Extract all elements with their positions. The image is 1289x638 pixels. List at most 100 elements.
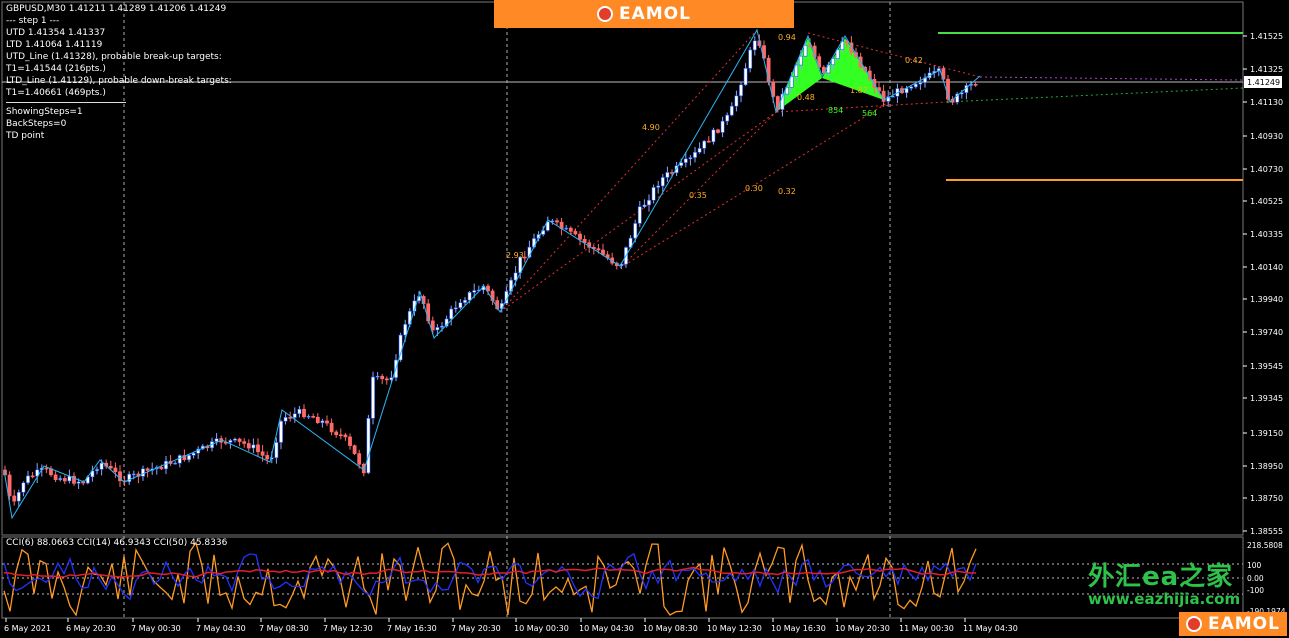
candle-body [637,206,642,224]
candle-body [26,475,30,484]
time-tick-label: 7 May 20:30 [451,624,501,633]
candle-body [403,324,408,336]
step-line: --- step 1 --- [6,16,60,26]
candle-body [311,416,316,418]
candle-body [582,239,587,243]
time-tick-label: 10 May 08:30 [643,624,698,633]
symbol-line: GBPUSD,M30 1.41211 1.41289 1.41206 1.412… [6,4,227,14]
candle-body [973,84,978,86]
candle-body [141,468,145,477]
candle-body [890,95,895,98]
cci-tick-label: 218.5808 [1247,541,1283,550]
candle-body [706,140,711,143]
candle-body [302,408,306,418]
fib-label: 0.42 [905,56,923,65]
candle-body [467,292,472,301]
cci-tick-label: -190.1974 [1247,607,1286,616]
candle-body [260,451,265,456]
watermark-url: www.eazhijia.com [1088,590,1241,608]
candle-body [716,129,720,133]
brand-banner-bottom[interactable]: EAMOL [1179,612,1287,636]
fib-label: 2.93 [506,251,524,260]
candle-body [72,475,76,484]
candle-body [334,431,339,436]
candle-body [725,114,730,122]
candle-body [660,177,665,187]
candle-body [187,455,191,461]
candle-body [297,408,302,415]
candle-body [7,474,12,497]
ltd-line: LTD 1.41064 1.41119 [6,40,103,50]
candle-body [21,482,26,493]
time-tick-label: 11 May 00:30 [899,624,954,633]
candle-body [256,444,260,453]
candle-body [743,68,748,86]
candle-body [306,416,311,418]
candle-body [463,299,467,303]
candle-body [274,442,279,458]
fib-label: 1.87 [850,86,868,95]
divider [6,102,126,103]
candle-body [720,120,725,133]
time-tick-label: 6 May 20:30 [66,624,116,633]
current-price-box [1244,76,1282,88]
candle-body [108,465,113,469]
candle-body [292,413,297,418]
candle-body [44,467,49,470]
candle-body [555,220,559,223]
brand-banner-top[interactable]: EAMOL [494,0,794,28]
price-tick-label: 1.39940 [1250,295,1283,304]
cci-tick-label: 0.00 [1247,574,1264,583]
candle-body [12,495,17,502]
price-tick-label: 1.39345 [1250,394,1283,403]
candle-body [440,325,444,328]
candle-body [647,199,651,206]
candle-body [164,460,168,470]
candle-body [329,422,334,433]
candle-body [729,105,734,116]
price-tick-label: 1.41130 [1250,98,1283,107]
candle-body [214,438,219,442]
candle-body [279,420,283,443]
fib-label: 0.94 [778,33,796,42]
utd-t1: T1=1.41544 (216pts.) [6,64,106,74]
candle-body [348,436,352,446]
candle-body [76,481,81,484]
candle-body [435,327,440,331]
time-tick-label: 10 May 20:30 [835,624,890,633]
time-tick-label: 7 May 00:30 [131,624,181,633]
candle-body [748,49,753,69]
fib-label: 854 [828,106,843,115]
candle-body [651,187,656,201]
candle-body [182,455,187,461]
candle-body [665,172,670,178]
candle-body [522,256,527,259]
candle-body [366,417,371,474]
candle-body [53,474,58,480]
price-tick-label: 1.40930 [1250,132,1283,141]
candle-body [564,227,569,230]
candle-body [656,185,661,188]
cci6-line [3,541,977,617]
cci-tick-label: -100 [1247,586,1264,595]
candle-body [131,473,136,476]
candle-body [325,420,329,424]
candle-body [513,272,518,281]
candle-body [233,438,237,441]
watermark-chinese: 外汇ea之家 [1088,562,1234,592]
price-tick-label: 1.38555 [1250,527,1283,536]
price-tick-label: 1.40140 [1250,263,1283,272]
candle-body [228,440,233,443]
time-tick-label: 11 May 04:30 [963,624,1018,633]
candle-body [752,40,757,51]
price-tick-label: 1.39740 [1250,328,1283,337]
candle-body [683,158,688,163]
candle-body [693,151,697,158]
fib-label: 0.30 [745,184,763,193]
candle-body [288,417,293,419]
candle-body [343,434,348,438]
candle-body [145,468,150,471]
candle-body [798,55,803,66]
candle-body [99,462,104,470]
